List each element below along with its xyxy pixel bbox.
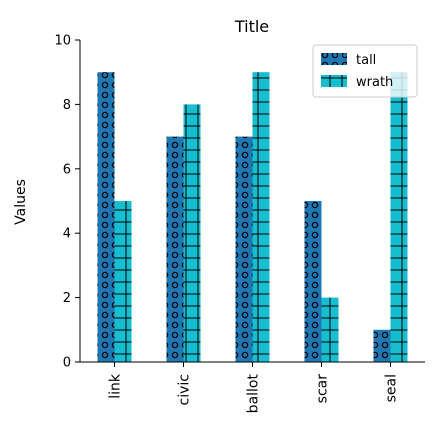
x-tick-label: link xyxy=(108,373,124,399)
y-tick-label: 4 xyxy=(63,227,71,242)
x-axis: link civic ballot scar seal xyxy=(108,362,400,413)
x-tick-label: scar xyxy=(315,374,331,404)
bar-wrath-scar xyxy=(321,297,339,362)
bar-wrath-civic xyxy=(183,104,201,363)
y-axis-title: Values xyxy=(13,179,29,225)
bars-group xyxy=(97,72,408,363)
y-tick-label: 6 xyxy=(63,162,71,177)
x-tick-label: civic xyxy=(177,374,193,405)
y-tick-label: 2 xyxy=(63,291,71,306)
legend: tall wrath xyxy=(312,44,418,98)
bar-tall-link xyxy=(97,72,115,362)
legend-swatch-tall xyxy=(321,53,347,65)
legend-label-tall: tall xyxy=(356,53,376,68)
bar-tall-civic xyxy=(166,136,184,362)
legend-label-wrath: wrath xyxy=(356,75,393,90)
y-tick-label: 0 xyxy=(63,356,71,371)
bar-tall-scar xyxy=(304,201,322,362)
legend-swatch-wrath xyxy=(321,75,347,87)
y-tick-label: 10 xyxy=(54,34,71,49)
bar-wrath-link xyxy=(114,201,132,362)
bar-tall-ballot xyxy=(235,136,253,362)
y-axis: 0 2 4 6 8 10 xyxy=(54,34,80,371)
chart-title: Title xyxy=(234,17,269,36)
bar-wrath-ballot xyxy=(252,72,270,362)
x-tick-label: ballot xyxy=(246,374,262,414)
x-tick-label: seal xyxy=(384,374,400,402)
bar-tall-seal xyxy=(373,329,391,362)
bar-wrath-seal xyxy=(390,72,408,362)
y-tick-label: 8 xyxy=(63,98,71,113)
